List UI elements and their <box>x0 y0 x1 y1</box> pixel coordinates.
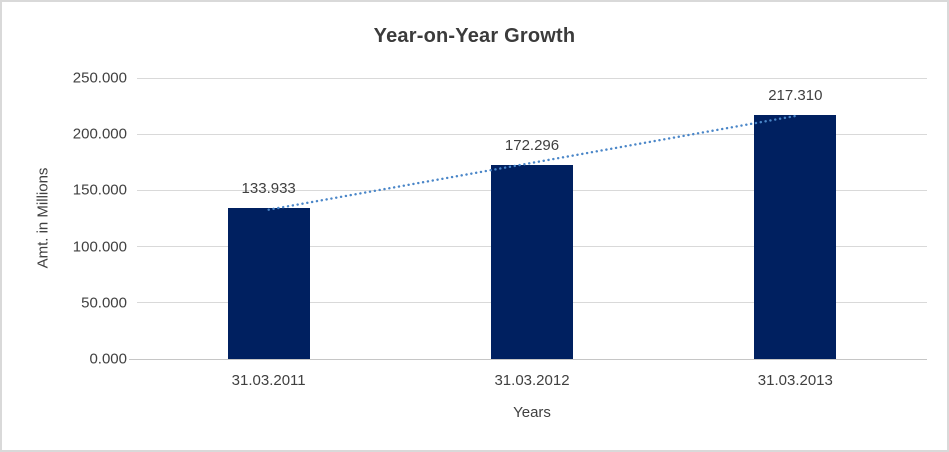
plot-area: 133.933 172.296 217.310 <box>129 77 927 360</box>
x-axis-title: Years <box>513 404 551 421</box>
x-tick-label: 31.03.2012 <box>494 372 570 389</box>
chart-title: Year-on-Year Growth <box>373 25 576 47</box>
y-axis-labels: 0.000 50.000 100.000 150.000 200.000 250.000 <box>2 70 127 368</box>
bar <box>491 165 573 359</box>
x-axis-line <box>137 359 927 360</box>
y-tick-label: 0.000 <box>89 350 127 368</box>
gridline <box>137 77 927 79</box>
y-tick-label: 250.000 <box>72 69 127 87</box>
axis-tick-mark <box>129 359 137 360</box>
y-tick-label: 50.000 <box>81 294 127 312</box>
x-tick-label: 31.03.2011 <box>231 372 306 389</box>
y-tick-label: 150.000 <box>72 181 127 199</box>
bar-value-label: 172.296 <box>504 137 560 155</box>
y-tick-label: 100.000 <box>72 238 127 256</box>
bar <box>227 208 310 359</box>
bar <box>754 114 837 359</box>
bar-value-label: 133.933 <box>241 180 296 198</box>
x-tick-label: 31.03.2013 <box>757 372 833 389</box>
bar-value-label: 217.310 <box>768 86 823 104</box>
y-tick-label: 200.000 <box>72 125 127 143</box>
